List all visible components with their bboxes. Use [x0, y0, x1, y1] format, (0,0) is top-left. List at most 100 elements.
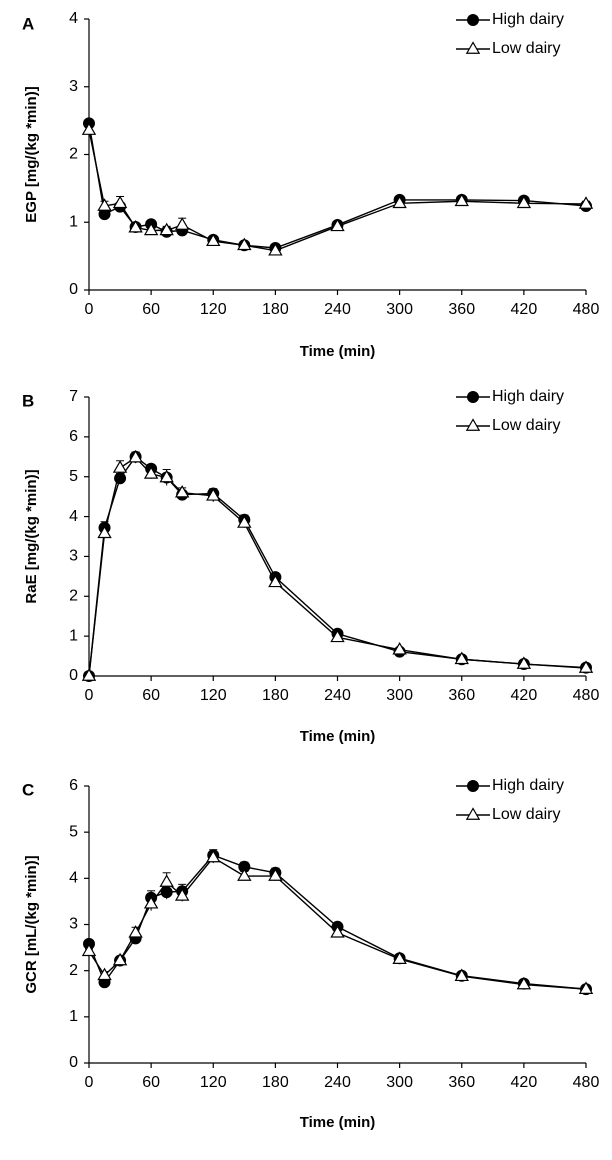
data-point: [128, 925, 143, 938]
y-tick-label: 5: [69, 823, 78, 840]
data-point: [330, 925, 345, 938]
panel-a: A 0 1 2 3 4 0 60 120 180 240 300 360 420 480 Time (min)…: [22, 10, 599, 360]
y-tick-label: 1: [69, 1008, 78, 1025]
data-point: [81, 122, 97, 135]
x-tick-label: 480: [573, 1074, 600, 1091]
data-point: [206, 849, 221, 863]
x-tick-label: 120: [200, 1074, 227, 1091]
legend: High dairy Low dairy: [456, 388, 564, 434]
y-tick-label: 2: [69, 588, 78, 605]
series-high-dairy: [83, 117, 592, 254]
data-point: [454, 968, 469, 982]
series-low-dairy: [81, 849, 594, 994]
data-point: [143, 466, 159, 479]
legend-label: Low dairy: [492, 806, 560, 823]
legend-label: High dairy: [492, 11, 564, 28]
x-axis-title: Time (min): [300, 728, 376, 745]
y-tick-label: 5: [69, 468, 78, 485]
y-tick-label: 0: [69, 281, 78, 298]
data-point: [97, 525, 112, 539]
y-tick-label: 1: [69, 627, 78, 644]
data-point: [112, 460, 128, 473]
data-point: [174, 888, 190, 901]
data-point: [237, 515, 252, 528]
x-tick-label: 180: [262, 687, 289, 704]
y-tick-label: 6: [69, 428, 78, 445]
data-point: [143, 896, 159, 909]
data-point: [159, 222, 174, 236]
data-point: [578, 981, 594, 994]
series-low-dairy: [81, 449, 594, 681]
x-tick-label: 0: [85, 687, 94, 704]
panel-letter: A: [22, 14, 34, 33]
legend-label: Low dairy: [492, 40, 560, 57]
x-tick-label: 360: [448, 1074, 475, 1091]
series-high-dairy: [83, 450, 592, 682]
data-point: [206, 233, 221, 247]
x-tick-label: 300: [386, 1074, 413, 1091]
data-point: [81, 668, 97, 681]
y-tick-label: 3: [69, 916, 78, 933]
data-point: [128, 449, 143, 463]
y-tick-label: 3: [69, 78, 78, 95]
legend-label: High dairy: [492, 388, 564, 405]
data-point: [97, 967, 112, 981]
data-point: [159, 874, 174, 887]
x-tick-label: 300: [386, 301, 413, 318]
x-tick-label: 180: [262, 1074, 289, 1091]
data-point: [237, 868, 252, 881]
series-line: [88, 455, 587, 677]
legend-marker: [465, 807, 481, 820]
y-axis-title: GCR [mL/(kg *min)]: [23, 855, 40, 993]
x-tick-label: 420: [511, 301, 538, 318]
y-tick-label: 0: [69, 1054, 78, 1071]
x-tick-label: 60: [142, 301, 160, 318]
legend-label: High dairy: [492, 777, 564, 794]
data-point: [128, 219, 143, 233]
y-tick-label: 2: [69, 962, 78, 979]
data-point: [392, 641, 407, 655]
x-tick-label: 240: [324, 301, 351, 318]
data-point: [330, 218, 345, 232]
data-point: [112, 195, 128, 209]
x-axis-title: Time (min): [300, 343, 376, 360]
y-tick-label: 6: [69, 777, 78, 794]
legend-label: Low dairy: [492, 417, 560, 434]
data-point: [159, 469, 174, 483]
y-tick-label: 7: [69, 388, 78, 405]
x-tick-label: 480: [573, 687, 600, 704]
legend-marker: [465, 418, 481, 431]
data-point: [454, 651, 469, 665]
data-point: [174, 217, 190, 230]
data-point: [268, 868, 283, 881]
data-point: [516, 195, 532, 209]
y-axis-title: EGP [mg/(kg *min)]: [23, 86, 40, 222]
y-axis-title: RaE [mg/(kg *min)]: [23, 469, 40, 603]
panel-letter: B: [22, 391, 34, 410]
data-point: [237, 237, 252, 251]
y-tick-label: 0: [69, 667, 78, 684]
x-tick-label: 420: [511, 687, 538, 704]
legend-marker: [467, 780, 479, 792]
y-tick-label: 3: [69, 548, 78, 565]
data-point: [392, 195, 407, 209]
y-tick-label: 4: [69, 10, 78, 27]
y-tick-label: 2: [69, 146, 78, 163]
data-point: [143, 222, 159, 236]
x-tick-label: 0: [85, 301, 94, 318]
x-tick-label: 480: [573, 301, 600, 318]
y-tick-label: 1: [69, 213, 78, 230]
data-point: [97, 198, 112, 211]
data-point: [81, 943, 97, 957]
x-tick-label: 120: [200, 301, 227, 318]
x-tick-label: 360: [448, 301, 475, 318]
data-point: [174, 484, 190, 498]
data-point: [454, 193, 469, 207]
x-tick-label: 60: [142, 1074, 160, 1091]
x-tick-label: 180: [262, 301, 289, 318]
data-point: [516, 656, 532, 669]
x-tick-label: 240: [324, 687, 351, 704]
data-point: [206, 488, 221, 501]
